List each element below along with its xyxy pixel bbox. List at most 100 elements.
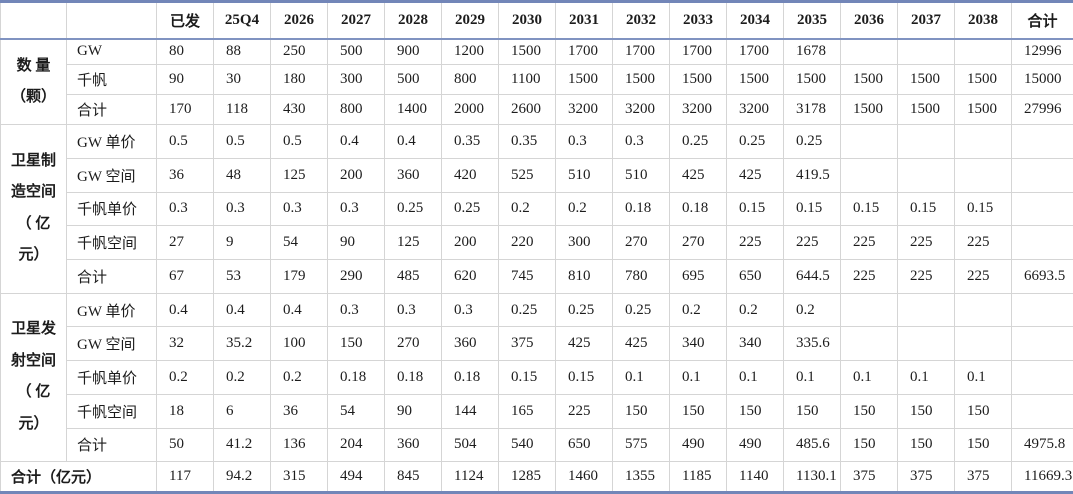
value-cell: 150	[612, 393, 670, 429]
value-cell	[897, 292, 955, 328]
value-cell: 0.5	[270, 124, 328, 159]
value-cell: 425	[555, 326, 613, 362]
value-cell: 225	[954, 258, 1012, 294]
value-cell: 179	[270, 258, 328, 294]
value-cell: 0.25	[783, 124, 841, 159]
value-cell: 0.18	[441, 360, 499, 395]
value-cell: 0.2	[669, 292, 727, 328]
section-label-line: 射空间	[10, 352, 56, 369]
value-cell: 0.4	[270, 292, 328, 328]
value-cell: 1500	[954, 63, 1012, 95]
value-cell: 0.3	[555, 124, 613, 159]
value-cell: 0.18	[612, 191, 670, 227]
row-label: 合计	[66, 427, 157, 463]
table-row: 卫星发 射空间（ 亿元） GW 单价 0.4 0.4 0.4 0.3 0.3 0.3 0.25 0.…	[0, 292, 1073, 463]
value-cell: 204	[327, 427, 385, 463]
row-label: 合计	[66, 93, 157, 126]
value-cell: 1130.1	[783, 461, 841, 493]
value-cell: 425	[612, 326, 670, 362]
value-cell: 3200	[726, 93, 784, 126]
value-cell: 225	[954, 225, 1012, 260]
value-cell: 575	[612, 427, 670, 463]
section-label: 数 量 （颗）	[0, 38, 67, 126]
value-cell: 150	[954, 427, 1012, 463]
column-header: 2034	[726, 1, 784, 40]
value-cell	[954, 326, 1012, 362]
value-cell	[1011, 393, 1073, 429]
table-row-grand-total: 合计（亿元） 117 94.2 315 494 845 1124 1285 1460 1355 11…	[0, 461, 1073, 493]
value-cell: 620	[441, 258, 499, 294]
value-cell: 0.5	[213, 124, 271, 159]
value-cell: 36	[270, 393, 328, 429]
value-cell: 340	[726, 326, 784, 362]
value-cell: 3200	[555, 93, 613, 126]
value-cell: 800	[441, 63, 499, 95]
value-cell: 375	[897, 461, 955, 493]
value-cell: 27	[156, 225, 214, 260]
column-header: 2029	[441, 1, 499, 40]
section-label-line: （颗）	[10, 89, 56, 106]
value-cell: 11669.3	[1011, 461, 1073, 493]
value-cell: 118	[213, 93, 271, 126]
section-label: 卫星制 造空间 （ 亿元）	[0, 124, 67, 294]
value-cell: 0.25	[498, 292, 556, 328]
table-body: 数 量（颗） GW 80 88 250 500 900 1200 1500 1700 1700 170…	[0, 38, 1073, 493]
value-cell: 150	[783, 393, 841, 429]
value-cell: 1500	[897, 93, 955, 126]
value-cell: 0.3	[612, 124, 670, 159]
value-cell: 1124	[441, 461, 499, 493]
row-label: 千帆单价	[66, 360, 157, 395]
value-cell	[1011, 225, 1073, 260]
value-cell: 0.5	[156, 124, 214, 159]
value-cell: 375	[840, 461, 898, 493]
value-cell: 54	[270, 225, 328, 260]
value-cell: 150	[897, 393, 955, 429]
value-cell: 0.25	[441, 191, 499, 227]
value-cell: 1700	[612, 38, 670, 65]
value-cell: 0.15	[783, 191, 841, 227]
section-label-line: 元）	[18, 415, 49, 432]
section-label-line: 数 量	[16, 57, 51, 74]
value-cell: 225	[840, 225, 898, 260]
value-cell: 485.6	[783, 427, 841, 463]
value-cell: 780	[612, 258, 670, 294]
grand-total-label: 合计（亿元）	[0, 461, 157, 493]
value-cell: 1355	[612, 461, 670, 493]
value-cell: 90	[384, 393, 442, 429]
value-cell: 3178	[783, 93, 841, 126]
value-cell: 0.18	[669, 191, 727, 227]
value-cell: 150	[897, 427, 955, 463]
value-cell: 0.3	[213, 191, 271, 227]
value-cell: 100	[270, 326, 328, 362]
value-cell: 225	[840, 258, 898, 294]
value-cell: 0.1	[726, 360, 784, 395]
value-cell: 1500	[612, 63, 670, 95]
value-cell: 540	[498, 427, 556, 463]
value-cell: 12996	[1011, 38, 1073, 65]
value-cell: 225	[897, 258, 955, 294]
value-cell: 2600	[498, 93, 556, 126]
value-cell: 1285	[498, 461, 556, 493]
value-cell: 48	[213, 157, 271, 193]
value-cell: 360	[384, 427, 442, 463]
value-cell: 36	[156, 157, 214, 193]
table-row: 合计 67 53 179 290 485 620 745 810 780 695 650 644.5 22…	[1, 258, 1073, 294]
value-cell: 800	[327, 93, 385, 126]
value-cell: 0.15	[897, 191, 955, 227]
column-header: 2038	[954, 1, 1012, 40]
value-cell: 1185	[669, 461, 727, 493]
row-label: 千帆空间	[66, 393, 157, 429]
value-cell: 0.4	[213, 292, 271, 328]
value-cell: 0.25	[669, 124, 727, 159]
section-label-line: 元）	[18, 247, 49, 264]
value-cell: 510	[555, 157, 613, 193]
column-header: 2027	[327, 1, 385, 40]
value-cell: 32	[156, 326, 214, 362]
value-cell: 1100	[498, 63, 556, 95]
table-row: 合计 50 41.2 136 204 360 504 540 650 575 490 490 485.6…	[1, 427, 1073, 463]
column-header: 2032	[612, 1, 670, 40]
value-cell: 6	[213, 393, 271, 429]
value-cell: 1678	[783, 38, 841, 65]
value-cell: 50	[156, 427, 214, 463]
row-label: 千帆空间	[66, 225, 157, 260]
